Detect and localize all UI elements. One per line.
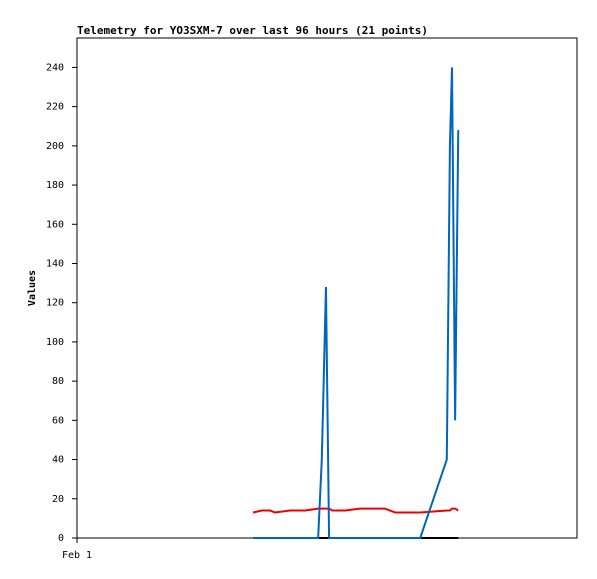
y-axis-label: Values: [27, 270, 38, 306]
y-tick-label: 140: [46, 258, 64, 269]
y-tick-label: 60: [52, 415, 64, 426]
y-tick-label: 40: [52, 455, 64, 466]
y-tick-label: 220: [46, 102, 64, 113]
series-line: [252, 507, 459, 514]
y-tick-label: 80: [52, 376, 64, 387]
y-tick-label: 240: [46, 62, 64, 73]
plot-frame: [76, 37, 578, 539]
series-line: [253, 67, 460, 539]
x-tick-label: Feb 1: [62, 550, 92, 561]
y-tick-label: 160: [46, 219, 64, 230]
y-tick-label: 120: [46, 298, 64, 309]
y-tick-label: 180: [46, 180, 64, 191]
chart-title: Telemetry for YO3SXM-7 over last 96 hour…: [77, 24, 428, 37]
y-tick-label: 20: [52, 494, 64, 505]
y-tick-label: 200: [46, 141, 64, 152]
y-tick-label: 100: [46, 337, 64, 348]
y-tick-label: 0: [58, 533, 64, 544]
